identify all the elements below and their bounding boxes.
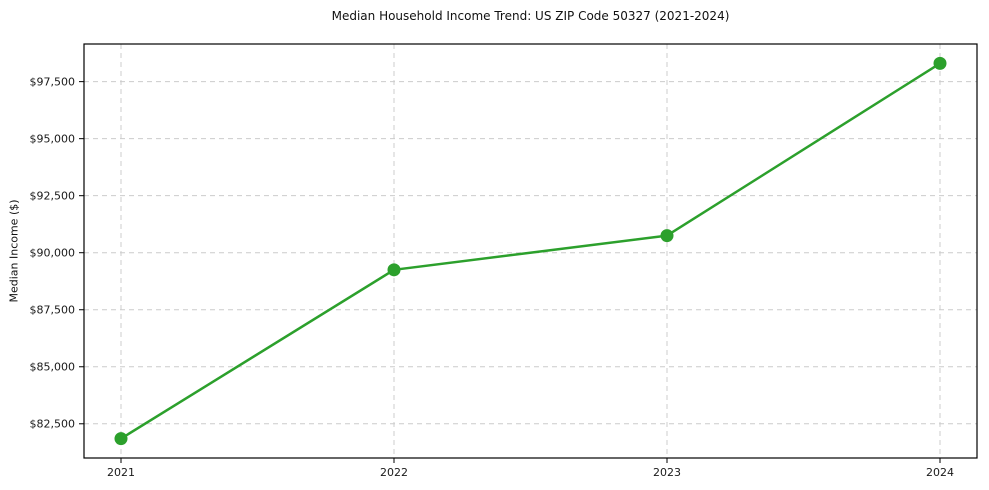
y-tick-label: $92,500 <box>30 189 76 202</box>
y-tick-label: $97,500 <box>30 75 76 88</box>
chart-title: Median Household Income Trend: US ZIP Co… <box>331 9 730 23</box>
x-tick-label: 2021 <box>107 466 135 479</box>
data-point-2023 <box>660 229 674 243</box>
y-tick-label: $90,000 <box>30 246 76 259</box>
plot-border <box>83 43 978 459</box>
income-trend-line <box>119 62 942 440</box>
y-tick-label: $87,500 <box>30 303 76 316</box>
y-tick-label: $85,000 <box>30 360 76 373</box>
y-tick-label: $95,000 <box>30 132 76 145</box>
data-point-2021 <box>114 432 128 446</box>
x-tick-label: 2024 <box>926 466 954 479</box>
data-point-2024 <box>933 56 947 70</box>
x-tick-label: 2022 <box>380 466 408 479</box>
x-tick-label: 2023 <box>653 466 681 479</box>
data-point-2022 <box>387 263 401 277</box>
y-tick-label: $82,500 <box>30 417 76 430</box>
